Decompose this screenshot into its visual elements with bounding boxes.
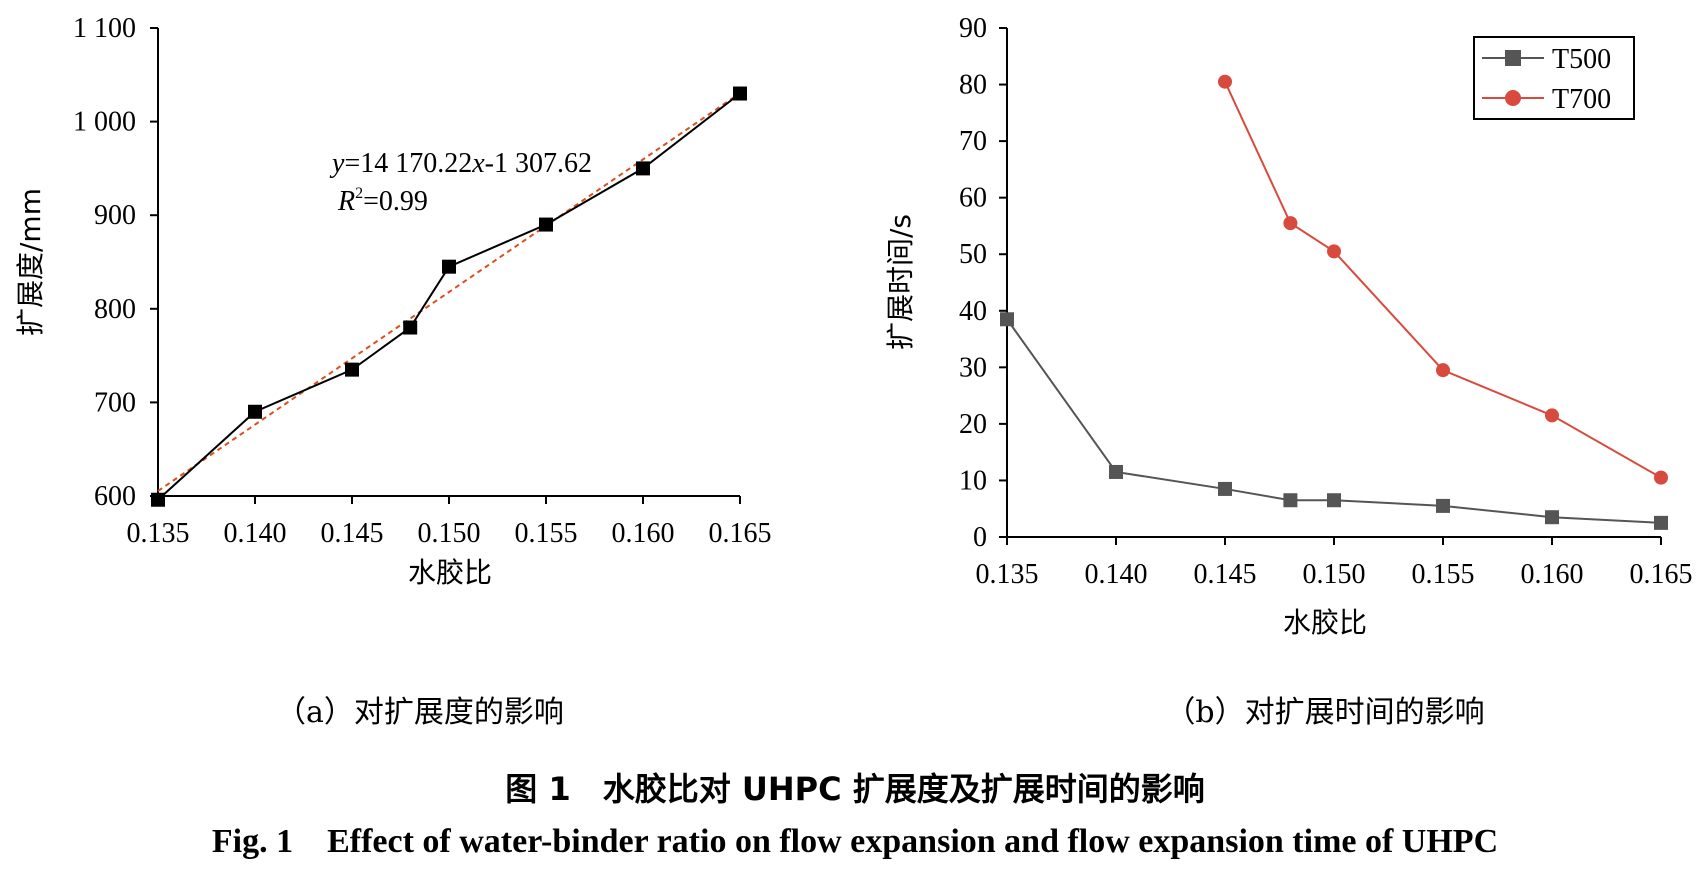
- panel-b-y-tick-label: 40: [959, 296, 987, 327]
- panel-b-x-tick-label: 0.155: [1412, 559, 1475, 590]
- panel-a-data-point: [636, 161, 650, 176]
- panel-b-data-point-t700: [1436, 363, 1450, 378]
- panel-a-x-tick-label: 0.135: [127, 518, 190, 549]
- panel-b-data-point-t500: [1283, 493, 1298, 508]
- panel-b-x-axis-label: 水胶比: [1283, 606, 1367, 639]
- panel-a-y-tick-label: 900: [94, 200, 136, 231]
- panel-a-y-tick-label: 1 000: [73, 107, 136, 138]
- panel-a-y-axis-label: 扩展度/mm: [14, 188, 47, 336]
- panel-a-y-tick-label: 600: [94, 481, 136, 512]
- panel-a-x-tick-label: 0.160: [612, 518, 675, 549]
- panel-b-data-point-t500: [1109, 464, 1123, 479]
- panel-b-y-tick-label: 80: [959, 70, 987, 101]
- panel-a-data-point: [345, 362, 359, 377]
- panel-b-data-point-t500: [1327, 493, 1341, 508]
- panel-b-y-tick-label: 30: [959, 352, 987, 383]
- panel-b-series-line-t500: [1006, 318, 1662, 524]
- legend-marker-t700: [1505, 90, 1521, 106]
- panel-b-data-point-t700: [1218, 74, 1232, 89]
- panel-b-x-tick-label: 0.160: [1521, 559, 1584, 590]
- panel-b-series-line-t700: [1224, 81, 1662, 479]
- panel-b-data-point-t500: [1436, 498, 1450, 513]
- panel-a-caption: （a）对扩展度的影响: [276, 695, 564, 730]
- panel-b-data-point-t500: [1218, 481, 1232, 496]
- panel-a-chart: 600 700 800 900 1 000 1 100 0.135 0.140 0.145 0.…: [14, 13, 772, 730]
- panel-b-data-point-t700: [1327, 244, 1341, 259]
- panel-a-fit-equation: y=14 170.22x-1 307.62: [329, 148, 592, 179]
- panel-b-data-point-t500: [1000, 312, 1014, 327]
- panel-a-x-tick-label: 0.145: [321, 518, 384, 549]
- panel-a-data-point: [442, 259, 456, 274]
- legend-marker-t500: [1505, 50, 1521, 66]
- panel-a-data-point: [539, 217, 553, 232]
- panel-b-x-tick-label: 0.165: [1630, 559, 1693, 590]
- panel-b-y-tick-label: 90: [959, 13, 987, 44]
- panel-a-x-tick-label: 0.155: [515, 518, 578, 549]
- panel-b-y-tick-label: 0: [973, 522, 987, 553]
- panel-b-data-point-t700: [1545, 408, 1559, 423]
- panel-a-data-point: [248, 404, 262, 419]
- panel-a-y-tick-label: 1 100: [73, 13, 136, 44]
- panel-b-y-tick-label: 10: [959, 465, 987, 496]
- panel-a-series-line: [157, 92, 741, 501]
- panel-b-data-point-t500: [1654, 515, 1668, 530]
- panel-a-r-squared: R2=0.99: [337, 185, 428, 217]
- figure-caption-chinese: 图 1 水胶比对 UHPC 扩展度及扩展时间的影响: [505, 770, 1204, 808]
- panel-a-x-tick-label: 0.165: [709, 518, 772, 549]
- panel-b-y-axis-label: 扩展时间/s: [884, 214, 917, 350]
- panel-a-x-tick-label: 0.150: [418, 518, 481, 549]
- panel-b-chart: 0 10 20 30 40 50 60 70 80 90 0.135 0.140 0.145 0.150…: [884, 13, 1693, 730]
- panel-a-data-point: [151, 492, 165, 507]
- panel-a-y-tick-label: 700: [94, 387, 136, 418]
- panel-a-data-point: [403, 320, 418, 335]
- panel-b-caption: （b）对扩展时间的影响: [1165, 695, 1484, 730]
- panel-b-x-tick-label: 0.135: [976, 559, 1039, 590]
- panel-a-data-point: [733, 86, 747, 101]
- panel-b-y-tick-label: 20: [959, 409, 987, 440]
- figure-caption-english: Fig. 1 Effect of water-binder ratio on f…: [212, 823, 1498, 860]
- panel-b-x-tick-label: 0.150: [1303, 559, 1366, 590]
- panel-a-y-tick-label: 800: [94, 294, 136, 325]
- legend-box: [1473, 36, 1635, 120]
- panel-b-data-point-t700: [1654, 470, 1668, 485]
- legend-label-t500: T500: [1552, 44, 1611, 75]
- panel-b-data-point-t700: [1283, 216, 1298, 231]
- panel-b-y-tick-label: 60: [959, 183, 987, 214]
- panel-b-x-tick-label: 0.145: [1194, 559, 1257, 590]
- panel-a-x-axis-label: 水胶比: [408, 556, 492, 589]
- panel-b-data-point-t500: [1545, 510, 1559, 525]
- legend-label-t700: T700: [1552, 84, 1611, 115]
- panel-a-x-tick-label: 0.140: [224, 518, 287, 549]
- panel-b-legend: T500 T700: [1473, 36, 1635, 120]
- panel-b-y-tick-label: 70: [959, 126, 987, 157]
- panel-b-y-tick-label: 50: [959, 239, 987, 270]
- panel-b-x-tick-label: 0.140: [1085, 559, 1148, 590]
- panel-a-fit-line: [157, 92, 741, 492]
